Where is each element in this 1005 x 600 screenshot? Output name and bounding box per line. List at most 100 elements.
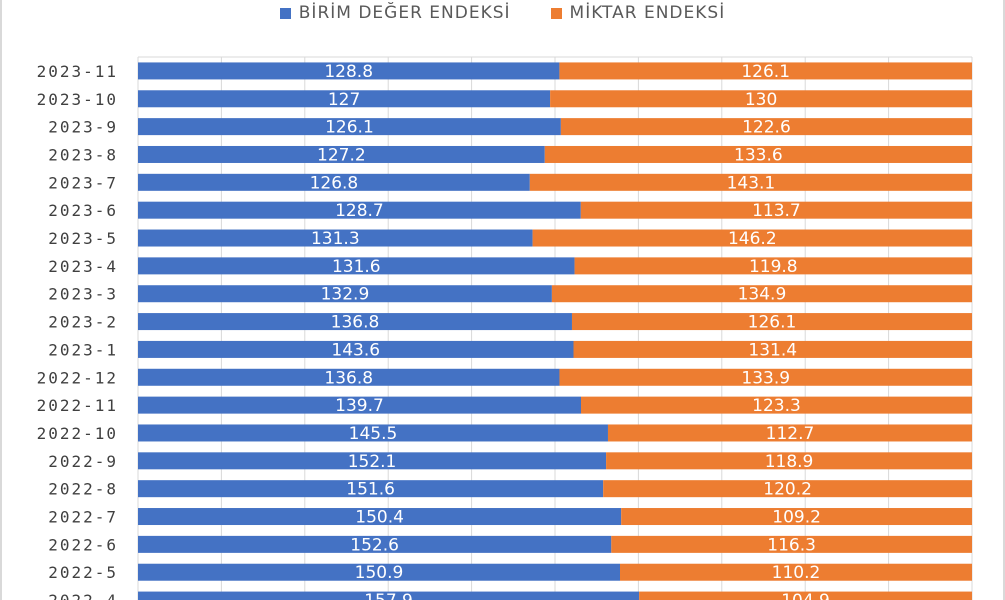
bar-segment <box>138 285 552 303</box>
bar-segment <box>581 396 972 414</box>
bar-segment <box>611 535 972 553</box>
data-label: 126.8 <box>310 173 359 193</box>
bar-segment <box>138 563 621 581</box>
bar-segment <box>559 368 972 386</box>
bar-segment <box>138 229 533 247</box>
data-label: 136.8 <box>324 368 373 388</box>
data-label: 109.2 <box>772 508 821 528</box>
data-label: 128.7 <box>335 201 384 221</box>
bar-segment <box>138 396 582 414</box>
legend-label-unit-value: BİRİM DEĞER ENDEKSİ <box>298 3 511 23</box>
data-label: 110.2 <box>772 563 821 583</box>
bar-segment <box>138 508 622 526</box>
y-tick-label: 2023-3 <box>48 285 118 304</box>
bar-segment <box>138 340 574 358</box>
y-tick-label: 2023-7 <box>48 173 118 192</box>
bar-segment <box>551 285 972 303</box>
bar-segment <box>603 480 972 498</box>
legend-item-unit-value: BİRİM DEĞER ENDEKSİ <box>279 3 511 23</box>
legend-label-quantity: MİKTAR ENDEKSİ <box>569 3 726 23</box>
y-tick-label: 2023-11 <box>37 62 118 81</box>
data-label: 150.9 <box>355 563 404 583</box>
data-label: 136.8 <box>331 313 380 333</box>
data-label: 130 <box>745 90 777 110</box>
data-label: 151.6 <box>346 480 395 500</box>
y-tick-label: 2022-7 <box>48 508 118 527</box>
bar-segment <box>138 173 530 191</box>
bar-segment <box>138 535 612 553</box>
data-label: 152.6 <box>350 535 399 555</box>
bar-segment <box>138 257 575 275</box>
bar-segment <box>639 591 972 600</box>
data-label: 118.9 <box>765 452 814 472</box>
y-tick-label: 2022-6 <box>48 535 118 554</box>
y-tick-label: 2022-9 <box>48 452 118 471</box>
data-label: 132.9 <box>321 285 370 305</box>
data-label: 123.3 <box>752 396 801 416</box>
data-label: 146.2 <box>728 229 777 249</box>
legend-swatch-blue <box>279 7 291 19</box>
bar-segment <box>529 173 972 191</box>
y-tick-label: 2022-12 <box>37 368 118 387</box>
data-label: 143.6 <box>331 340 380 360</box>
y-tick-label: 2023-1 <box>48 340 118 359</box>
data-label: 116.3 <box>767 535 816 555</box>
y-tick-label: 2023-8 <box>48 145 118 164</box>
data-label: 157.9 <box>364 591 413 600</box>
data-label: 134.9 <box>738 285 787 305</box>
bar-segment <box>138 591 640 600</box>
data-label: 143.1 <box>727 173 776 193</box>
data-label: 145.5 <box>349 424 398 444</box>
y-tick-label: 2022-8 <box>48 480 118 499</box>
data-label: 152.1 <box>348 452 397 472</box>
bar-segment <box>544 145 972 163</box>
bar-segment <box>138 452 607 470</box>
bar-segment <box>580 201 972 219</box>
y-tick-label: 2022-11 <box>37 396 118 415</box>
bar-segment <box>573 340 972 358</box>
legend-swatch-orange <box>550 7 562 19</box>
data-label: 122.6 <box>742 118 791 138</box>
y-tick-label: 2022-4 <box>48 591 118 600</box>
y-tick-label: 2022-10 <box>37 424 118 443</box>
bar-segment <box>559 62 972 80</box>
y-tick-label: 2023-10 <box>37 90 118 109</box>
legend-item-quantity: MİKTAR ENDEKSİ <box>550 3 726 23</box>
bar-segment <box>138 201 581 219</box>
bar-segment <box>138 313 572 331</box>
bar-segment <box>138 424 608 442</box>
y-tick-label: 2022-5 <box>48 563 118 582</box>
y-tick-label: 2023-6 <box>48 201 118 220</box>
bar-segment <box>138 368 560 386</box>
bar-segment <box>620 563 972 581</box>
data-label: 131.3 <box>311 229 360 249</box>
data-label: 127.2 <box>317 145 366 165</box>
data-label: 133.6 <box>734 145 783 165</box>
bar-segment <box>560 118 972 136</box>
data-label: 131.4 <box>748 340 797 360</box>
bar-segment <box>574 257 972 275</box>
data-label: 131.6 <box>332 257 381 277</box>
data-label: 120.2 <box>763 480 812 500</box>
data-label: 133.9 <box>741 368 790 388</box>
legend: BİRİM DEĞER ENDEKSİ MİKTAR ENDEKSİ <box>0 0 1005 26</box>
y-tick-label: 2023-2 <box>48 313 118 332</box>
bar-segment <box>607 424 972 442</box>
data-label: 112.7 <box>766 424 815 444</box>
bar-segment <box>606 452 972 470</box>
bar-segment <box>621 508 972 526</box>
bar-segment <box>138 480 604 498</box>
bar-segment <box>532 229 972 247</box>
bar-segment <box>138 145 545 163</box>
y-tick-label: 2023-9 <box>48 118 118 137</box>
data-label: 104.9 <box>781 591 830 600</box>
bar-segment <box>138 118 561 136</box>
data-label: 126.1 <box>325 118 374 138</box>
bar-segment <box>571 313 972 331</box>
y-tick-label: 2023-5 <box>48 229 118 248</box>
bar-segment <box>138 90 551 108</box>
data-label: 127 <box>328 90 360 110</box>
data-label: 113.7 <box>752 201 801 221</box>
